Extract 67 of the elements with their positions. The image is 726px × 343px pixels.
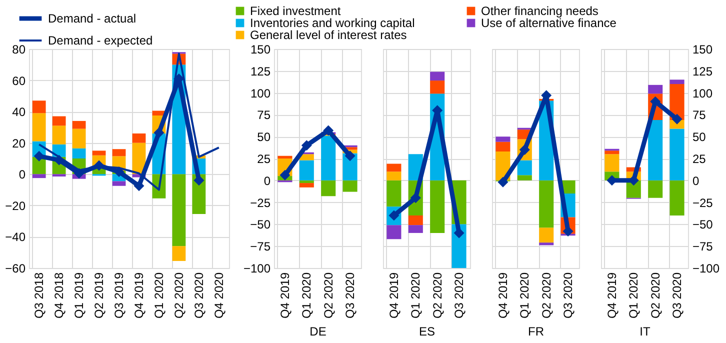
y-tick-label: 125 bbox=[692, 64, 713, 78]
x-tick-label: Q3 2020 bbox=[452, 272, 466, 319]
x-tick-label: Q2 2020 bbox=[539, 272, 554, 319]
x-tick-label: Q2 2020 bbox=[321, 272, 336, 319]
x-tick-label: Q3 2020 bbox=[192, 272, 206, 319]
x-tick-label: Q4 2019 bbox=[604, 272, 619, 319]
legend-label: Demand - actual bbox=[48, 12, 136, 26]
y-tick-label: 25 bbox=[257, 152, 271, 166]
x-tick-label: Q1 2019 bbox=[72, 272, 86, 319]
y-tick-label: 80 bbox=[12, 42, 26, 56]
x-tick-label: Q3 2020 bbox=[343, 272, 358, 319]
x-tick-label: Q1 2020 bbox=[408, 272, 423, 319]
legend-label: Demand - expected bbox=[48, 34, 153, 48]
x-axis-title: IT bbox=[640, 324, 651, 339]
x-tick-label: Q2 2020 bbox=[172, 272, 186, 319]
y-tick-label: −40 bbox=[5, 230, 26, 244]
x-tick-label: Q4 2019 bbox=[132, 272, 146, 319]
y-tick-label: −100 bbox=[692, 262, 720, 276]
x-tick-label: Q2 2019 bbox=[92, 272, 106, 319]
y-tick-label: 150 bbox=[692, 42, 713, 56]
y-tick-label: −25 bbox=[692, 196, 714, 210]
x-tick-label: Q4 2020 bbox=[212, 272, 226, 319]
y-tick-label: 100 bbox=[692, 86, 713, 100]
y-tick-label: 50 bbox=[692, 130, 706, 144]
x-tick-label: Q2 2020 bbox=[648, 272, 662, 319]
x-tick-label: Q1 2020 bbox=[152, 272, 166, 319]
y-tick-label: 60 bbox=[12, 74, 26, 88]
y-tick-label: 75 bbox=[257, 108, 271, 122]
y-tick-label: −50 bbox=[692, 218, 714, 232]
x-tick-label: Q4 2019 bbox=[496, 272, 510, 319]
x-tick-label: Q4 2019 bbox=[278, 272, 292, 319]
x-axis-title: FR bbox=[528, 324, 544, 339]
x-tick-label: Q3 2020 bbox=[670, 272, 684, 319]
x-tick-label: Q1 2020 bbox=[626, 272, 641, 319]
x-tick-label: Q3 2018 bbox=[32, 272, 46, 319]
y-tick-label: −75 bbox=[250, 240, 271, 254]
y-tick-label: 0 bbox=[692, 174, 700, 188]
x-axis-title: ES bbox=[418, 324, 436, 339]
x-tick-label: Q4 2018 bbox=[52, 272, 66, 319]
x-tick-label: Q2 2020 bbox=[430, 272, 444, 319]
x-tick-label: Q3 2019 bbox=[112, 272, 126, 319]
y-tick-label: 75 bbox=[692, 108, 706, 122]
y-tick-label: 100 bbox=[250, 86, 271, 100]
y-tick-label: 0 bbox=[264, 174, 271, 188]
legend-label: Inventories and working capital bbox=[250, 16, 415, 30]
legend-label: General level of interest rates bbox=[250, 28, 407, 42]
y-tick-label: 0 bbox=[18, 168, 26, 182]
y-tick-label: −25 bbox=[250, 196, 271, 210]
y-tick-label: 40 bbox=[12, 105, 26, 120]
y-tick-label: 150 bbox=[250, 42, 271, 56]
x-tick-label: Q3 2020 bbox=[561, 272, 576, 319]
x-tick-label: Q4 2019 bbox=[386, 272, 401, 319]
x-tick-label: Q1 2020 bbox=[518, 272, 532, 319]
legend-label: Fixed investment bbox=[250, 4, 342, 18]
y-tick-label: −60 bbox=[5, 262, 26, 276]
y-tick-label: 50 bbox=[257, 130, 271, 144]
y-tick-label: −75 bbox=[692, 240, 714, 254]
x-axis-title: DE bbox=[310, 324, 326, 339]
y-tick-label: 20 bbox=[12, 136, 26, 150]
y-tick-label: −50 bbox=[250, 218, 271, 232]
x-tick-label: Q1 2020 bbox=[300, 272, 314, 319]
y-tick-label: −20 bbox=[5, 198, 26, 213]
y-tick-label: 125 bbox=[250, 64, 271, 78]
y-tick-label: −100 bbox=[243, 262, 271, 276]
legend-label: Use of alternative finance bbox=[481, 16, 617, 30]
y-tick-label: 25 bbox=[692, 152, 706, 166]
legend-label: Other financing needs bbox=[481, 4, 598, 18]
